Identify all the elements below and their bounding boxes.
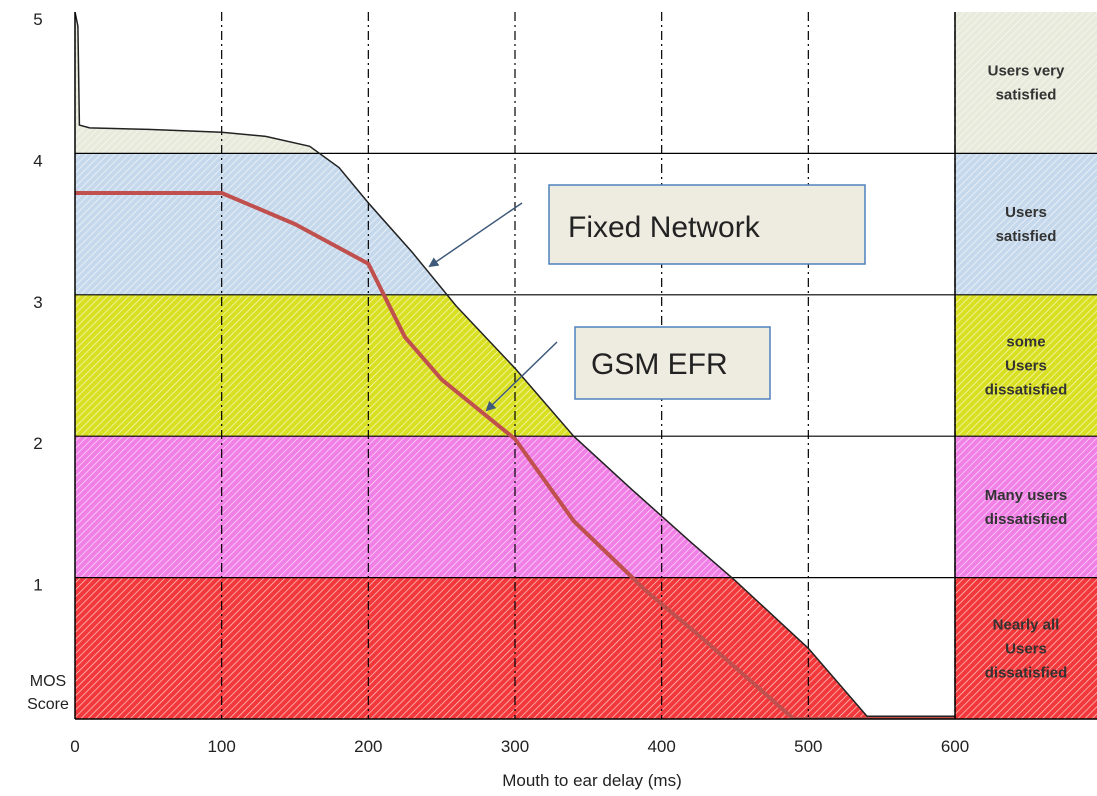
x-tick-label-300: 300 [501,737,529,756]
x-tick-label-100: 100 [207,737,235,756]
band-label-1-1: satisfied [996,228,1057,245]
band-hatch-4 [75,577,955,719]
band-hatch-2 [75,294,574,437]
x-tick-label-0: 0 [70,737,79,756]
gsm-efr-arrow [485,341,558,412]
gsm-efr-callout-text: GSM EFR [591,348,728,381]
band-legend-hatch-2 [955,294,1097,437]
series-layer [75,12,955,719]
band-legend-hatch-0 [955,12,1097,154]
band-label-4-2: dissatisfied [985,664,1068,681]
y-tick-label-2: 2 [33,434,42,453]
band-hatch-0 [75,12,320,154]
band-label-3-1: dissatisfied [985,511,1068,528]
axis-layer: 0 100 200 300 400 500 600 1 2 3 4 5 [33,10,1097,756]
y-axis-label-line2: Score [27,696,69,713]
y-tick-label-1: 1 [33,576,42,595]
band-hatch-1 [75,153,448,295]
gsm-efr-annotation: GSM EFR [485,326,771,412]
fixed-network-callout-box [548,184,866,265]
band-label-2-2: dissatisfied [985,382,1068,399]
band-legend-hatch-4 [955,577,1097,719]
x-tick-label-500: 500 [794,737,822,756]
x-tick-label-600: 600 [941,737,969,756]
band-label-3-0: Many users [985,487,1068,504]
series-line-gsm-efr [75,191,955,719]
x-axis-label: Mouth to ear delay (ms) [502,771,682,790]
band-label-2-1: Users [1005,358,1047,375]
y-tick-label-5: 5 [33,10,42,29]
fixed-network-annotation: Fixed Network [428,184,866,268]
band-hatch-3 [75,436,732,578]
y-axis-label-line1: MOS [30,673,66,690]
band-label-1-0: Users [1005,204,1047,221]
y-tick-label-4: 4 [33,151,42,170]
band-label-0-1: satisfied [996,87,1057,104]
x-tick-label-400: 400 [647,737,675,756]
band-layer: Users very satisfied Users satisfied some Use… [75,12,1097,719]
series-line-fixed-network [75,12,955,717]
x-tick-label-200: 200 [354,737,382,756]
band-label-2-0: some [1006,334,1045,351]
fixed-network-arrow [428,202,523,268]
band-label-4-1: Users [1005,640,1047,657]
gsm-efr-callout-box [574,326,771,400]
band-legend-hatch-1 [955,153,1097,295]
grid-layer [75,12,1097,719]
band-label-4-0: Nearly all [993,616,1060,633]
band-label-0-0: Users very [988,63,1065,80]
fixed-network-callout-text: Fixed Network [568,211,761,244]
band-legend-hatch-3 [955,436,1097,578]
y-tick-label-3: 3 [33,293,42,312]
